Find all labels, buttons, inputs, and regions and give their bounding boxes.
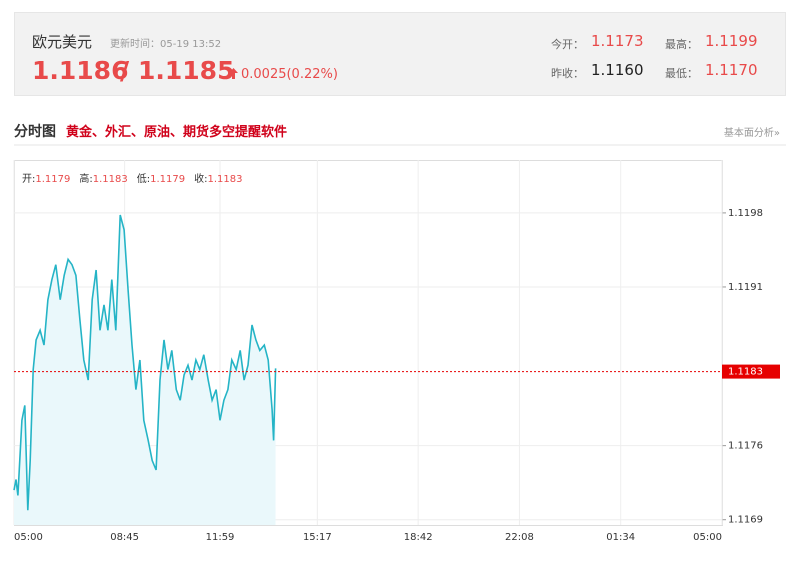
quote-panel — [14, 12, 786, 96]
bid: 1.1186 — [32, 56, 129, 85]
y-tick-label: 1.1169 — [728, 515, 763, 526]
x-tick-label: 05:00 — [693, 532, 722, 543]
pair-title: 欧元美元 — [32, 33, 93, 51]
info-value: 1.1179 — [150, 174, 186, 185]
change: 0.0025(0.22%) — [241, 67, 338, 82]
x-tick-label: 01:34 — [606, 532, 635, 543]
price-line — [13, 214, 277, 511]
stat-value: 1.1160 — [591, 61, 644, 79]
x-tick-label: 22:08 — [505, 532, 534, 543]
x-tick-label: 05:00 — [14, 532, 43, 543]
stat-label: 昨收： — [551, 67, 584, 80]
info-value: 1.1183 — [92, 174, 128, 185]
section-title: 分时图 — [14, 124, 56, 140]
update-time: 更新时间：05-19 13:52 — [110, 39, 222, 50]
info-label: 收: — [194, 174, 208, 185]
x-tick-label: 15:17 — [303, 532, 332, 543]
last-price-tag — [722, 364, 780, 379]
info-value: 1.1183 — [207, 174, 243, 185]
area — [14, 215, 276, 525]
stat-value: 1.1170 — [705, 61, 758, 79]
info-label: 开: — [22, 174, 36, 185]
ask: 1.1185 — [138, 56, 235, 85]
ohlc-info: 开:1.1179 高:1.1183 低:1.1179 收:1.1183 — [22, 170, 252, 185]
separator: / — [120, 56, 130, 85]
info-value: 1.1179 — [35, 174, 71, 185]
y-tick-label: 1.1198 — [728, 208, 763, 219]
x-tick-label: 08:45 — [110, 532, 139, 543]
stat-label: 最高： — [665, 38, 698, 51]
promo-link[interactable]: 黄金、外汇、原油、期货多空提醒软件 — [66, 125, 288, 140]
info-label: 高: — [79, 174, 93, 185]
stat-value: 1.1199 — [705, 32, 758, 50]
up-arrow — [229, 68, 238, 79]
stat-label: 最低： — [665, 67, 698, 80]
x-tick-label: 18:42 — [404, 532, 433, 543]
info-label: 低: — [136, 174, 151, 185]
analysis-link[interactable]: 基本面分析» — [723, 128, 780, 139]
y-tick-label: 1.1191 — [728, 282, 763, 293]
stat-value: 1.1173 — [591, 32, 644, 50]
stat-label: 今开： — [551, 38, 584, 51]
x-tick-label: 11:59 — [206, 532, 235, 543]
y-tick-label: 1.1176 — [728, 441, 763, 452]
last-price-label: 1.1183 — [728, 367, 763, 378]
